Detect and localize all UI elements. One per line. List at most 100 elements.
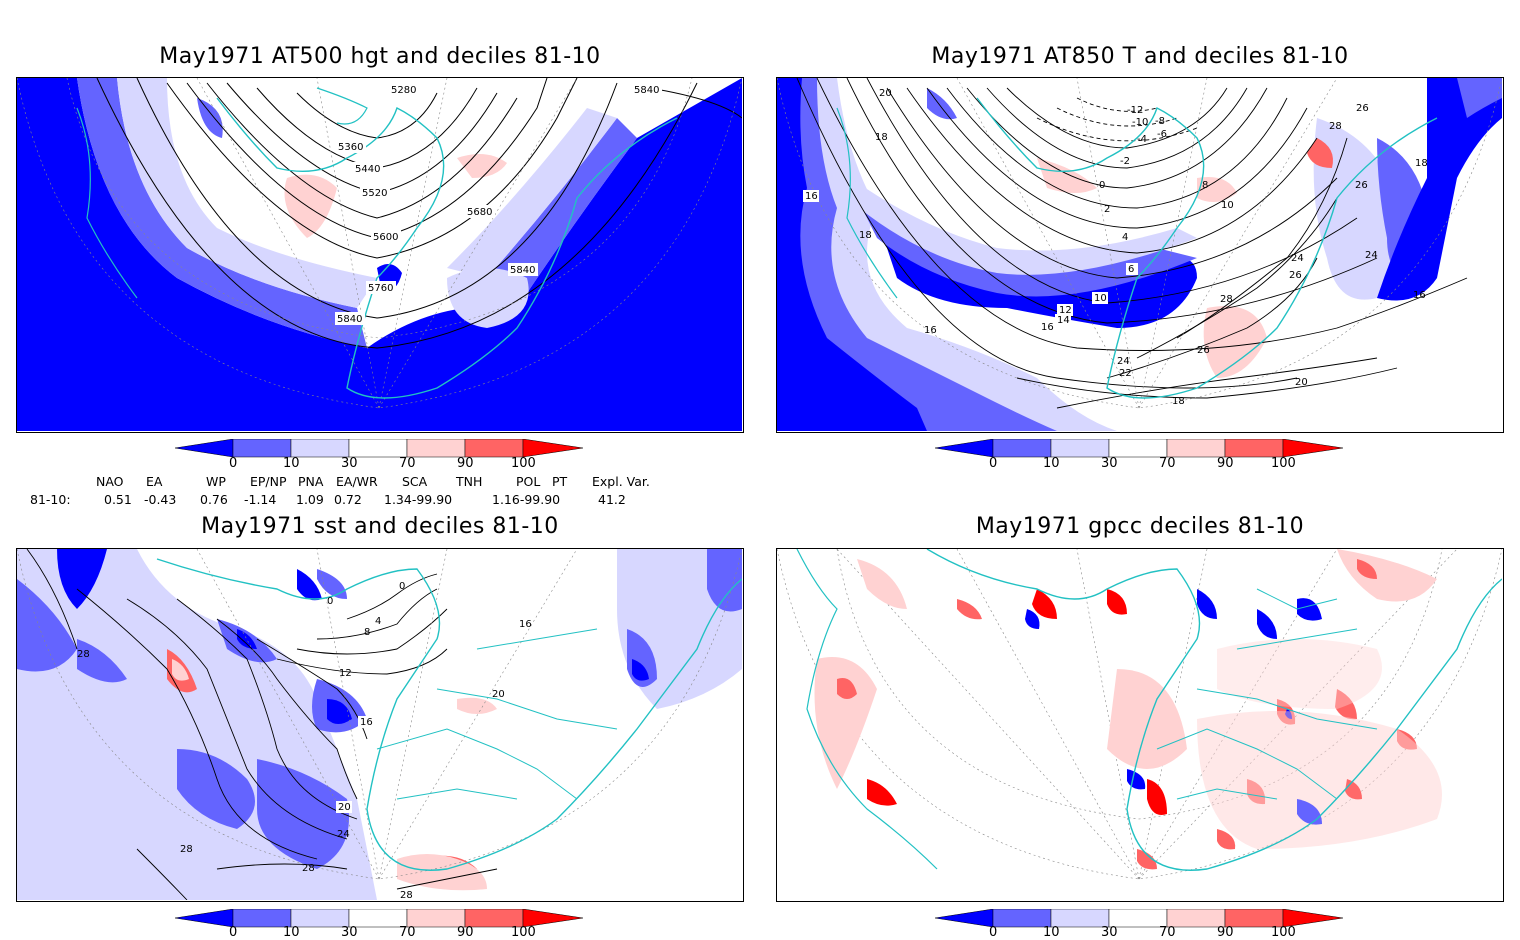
cbar-tick: 100 — [511, 925, 536, 940]
svg-text:4: 4 — [375, 616, 381, 627]
index-header: SCA — [402, 474, 428, 489]
svg-text:5840: 5840 — [337, 314, 362, 325]
map-sst: 28 0 0 4 8 12 16 16 20 20 24 28 28 28 — [16, 548, 744, 902]
colorbar-svg — [934, 438, 1344, 458]
svg-text:28: 28 — [1329, 121, 1342, 132]
svg-text:16: 16 — [924, 325, 937, 336]
cbar-tick: 30 — [1101, 925, 1118, 940]
panel-title-sst: May1971 sst and deciles 81-10 — [201, 514, 559, 539]
cbar-tick: 90 — [457, 456, 474, 471]
svg-text:18: 18 — [1172, 396, 1185, 407]
svg-text:16: 16 — [1413, 290, 1426, 301]
svg-text:28: 28 — [302, 863, 315, 874]
colorbar-svg — [174, 908, 584, 928]
svg-text:18: 18 — [859, 230, 872, 241]
svg-text:-6: -6 — [1157, 129, 1167, 140]
index-row-label: 81-10: — [30, 492, 71, 507]
colorbar-top-left: 0 10 30 70 90 100 — [174, 438, 585, 475]
svg-text:20: 20 — [492, 689, 505, 700]
cbar-tick: 10 — [1043, 925, 1060, 940]
panel-title-gpcc: May1971 gpcc deciles 81-10 — [975, 514, 1305, 539]
svg-text:26: 26 — [1289, 270, 1302, 281]
svg-text:22: 22 — [1119, 368, 1132, 379]
index-value: 1.09 — [296, 492, 324, 507]
cbar-tick: 90 — [457, 925, 474, 940]
panel-title-z500: May1971 AT500 hgt and deciles 81-10 — [159, 44, 601, 69]
svg-text:5840: 5840 — [634, 85, 659, 96]
svg-text:24: 24 — [1291, 253, 1304, 264]
svg-text:6: 6 — [1128, 264, 1134, 275]
svg-text:5360: 5360 — [338, 142, 363, 153]
svg-text:28: 28 — [180, 844, 193, 855]
map-z500: 5280 5360 5440 5520 5600 5680 5760 5840 … — [16, 77, 744, 433]
cbar-tick: 100 — [511, 456, 536, 471]
coastline — [926, 549, 1502, 871]
svg-text:12: 12 — [339, 668, 352, 679]
svg-text:5440: 5440 — [355, 164, 380, 175]
svg-text:16: 16 — [805, 191, 818, 202]
index-value: 0.72 — [334, 492, 362, 507]
cbar-tick: 70 — [1159, 925, 1176, 940]
index-value: 0.51 — [104, 492, 132, 507]
svg-text:5600: 5600 — [373, 232, 398, 243]
coastline — [976, 97, 1438, 399]
svg-text:16: 16 — [1041, 322, 1054, 333]
t850-contour-labels: 20 18 16 18 -12 -10 -8 -6 -4 -2 0 2 4 6 … — [803, 88, 1428, 407]
index-value: 0.76 — [200, 492, 228, 507]
svg-text:10: 10 — [1094, 293, 1107, 304]
colorbar-top-right: 0 10 30 70 90 100 — [934, 438, 1345, 475]
deep-blue-region — [17, 78, 742, 431]
svg-text:28: 28 — [1220, 294, 1233, 305]
cbar-tick: 0 — [229, 925, 238, 940]
cbar-tick: 0 — [229, 456, 238, 471]
svg-text:5760: 5760 — [368, 283, 393, 294]
colorbar-svg — [934, 908, 1344, 928]
index-header: EA — [146, 474, 163, 489]
svg-text:0: 0 — [327, 596, 333, 607]
index-header: EP/NP — [250, 474, 287, 489]
cbar-tick: 10 — [283, 925, 300, 940]
index-header: WP — [206, 474, 226, 489]
svg-text:5280: 5280 — [391, 85, 416, 96]
svg-text:5840: 5840 — [510, 265, 535, 276]
cbar-tick: 30 — [1101, 456, 1118, 471]
index-header: POL — [516, 474, 541, 489]
cbar-tick: 100 — [1271, 925, 1296, 940]
cbar-tick: 70 — [1159, 456, 1176, 471]
index-value: 1.34-99.90 — [384, 492, 453, 507]
svg-text:16: 16 — [360, 717, 373, 728]
cbar-tick: 100 — [1271, 456, 1296, 471]
svg-text:8: 8 — [1202, 180, 1208, 191]
svg-text:24: 24 — [337, 829, 350, 840]
svg-text:0: 0 — [399, 581, 405, 592]
svg-text:-4: -4 — [1137, 134, 1147, 145]
svg-text:-12: -12 — [1127, 105, 1143, 116]
coastline — [216, 97, 678, 399]
svg-text:26: 26 — [1355, 180, 1368, 191]
svg-text:26: 26 — [1197, 345, 1210, 356]
gpcc-map-svg — [777, 549, 1502, 900]
colorbar-svg — [174, 438, 584, 458]
svg-text:0: 0 — [1099, 180, 1105, 191]
cbar-tick: 10 — [283, 456, 300, 471]
svg-text:14: 14 — [1057, 315, 1070, 326]
index-value: -0.43 — [144, 492, 177, 507]
svg-text:16: 16 — [519, 619, 532, 630]
cbar-tick: 70 — [399, 456, 416, 471]
svg-text:26: 26 — [1356, 103, 1369, 114]
svg-text:-8: -8 — [1155, 116, 1165, 127]
svg-text:-10: -10 — [1132, 117, 1148, 128]
svg-text:4: 4 — [1122, 232, 1128, 243]
colorbar-bottom-left: 0 10 30 70 90 100 — [174, 908, 585, 940]
index-header: EA/WR — [336, 474, 378, 489]
sst-map-svg: 28 0 0 4 8 12 16 16 20 20 24 28 28 28 — [17, 549, 742, 900]
index-value: 1.16-99.90 — [492, 492, 561, 507]
map-t850: 20 18 16 18 -12 -10 -8 -6 -4 -2 0 2 4 6 … — [776, 77, 1504, 433]
t850-map-svg: 20 18 16 18 -12 -10 -8 -6 -4 -2 0 2 4 6 … — [777, 78, 1502, 431]
svg-text:-2: -2 — [1120, 156, 1130, 167]
coastline — [156, 558, 742, 871]
svg-text:2: 2 — [1104, 204, 1110, 215]
index-header: Expl. Var. — [592, 474, 650, 489]
cbar-tick: 0 — [989, 925, 998, 940]
svg-text:5520: 5520 — [362, 188, 387, 199]
